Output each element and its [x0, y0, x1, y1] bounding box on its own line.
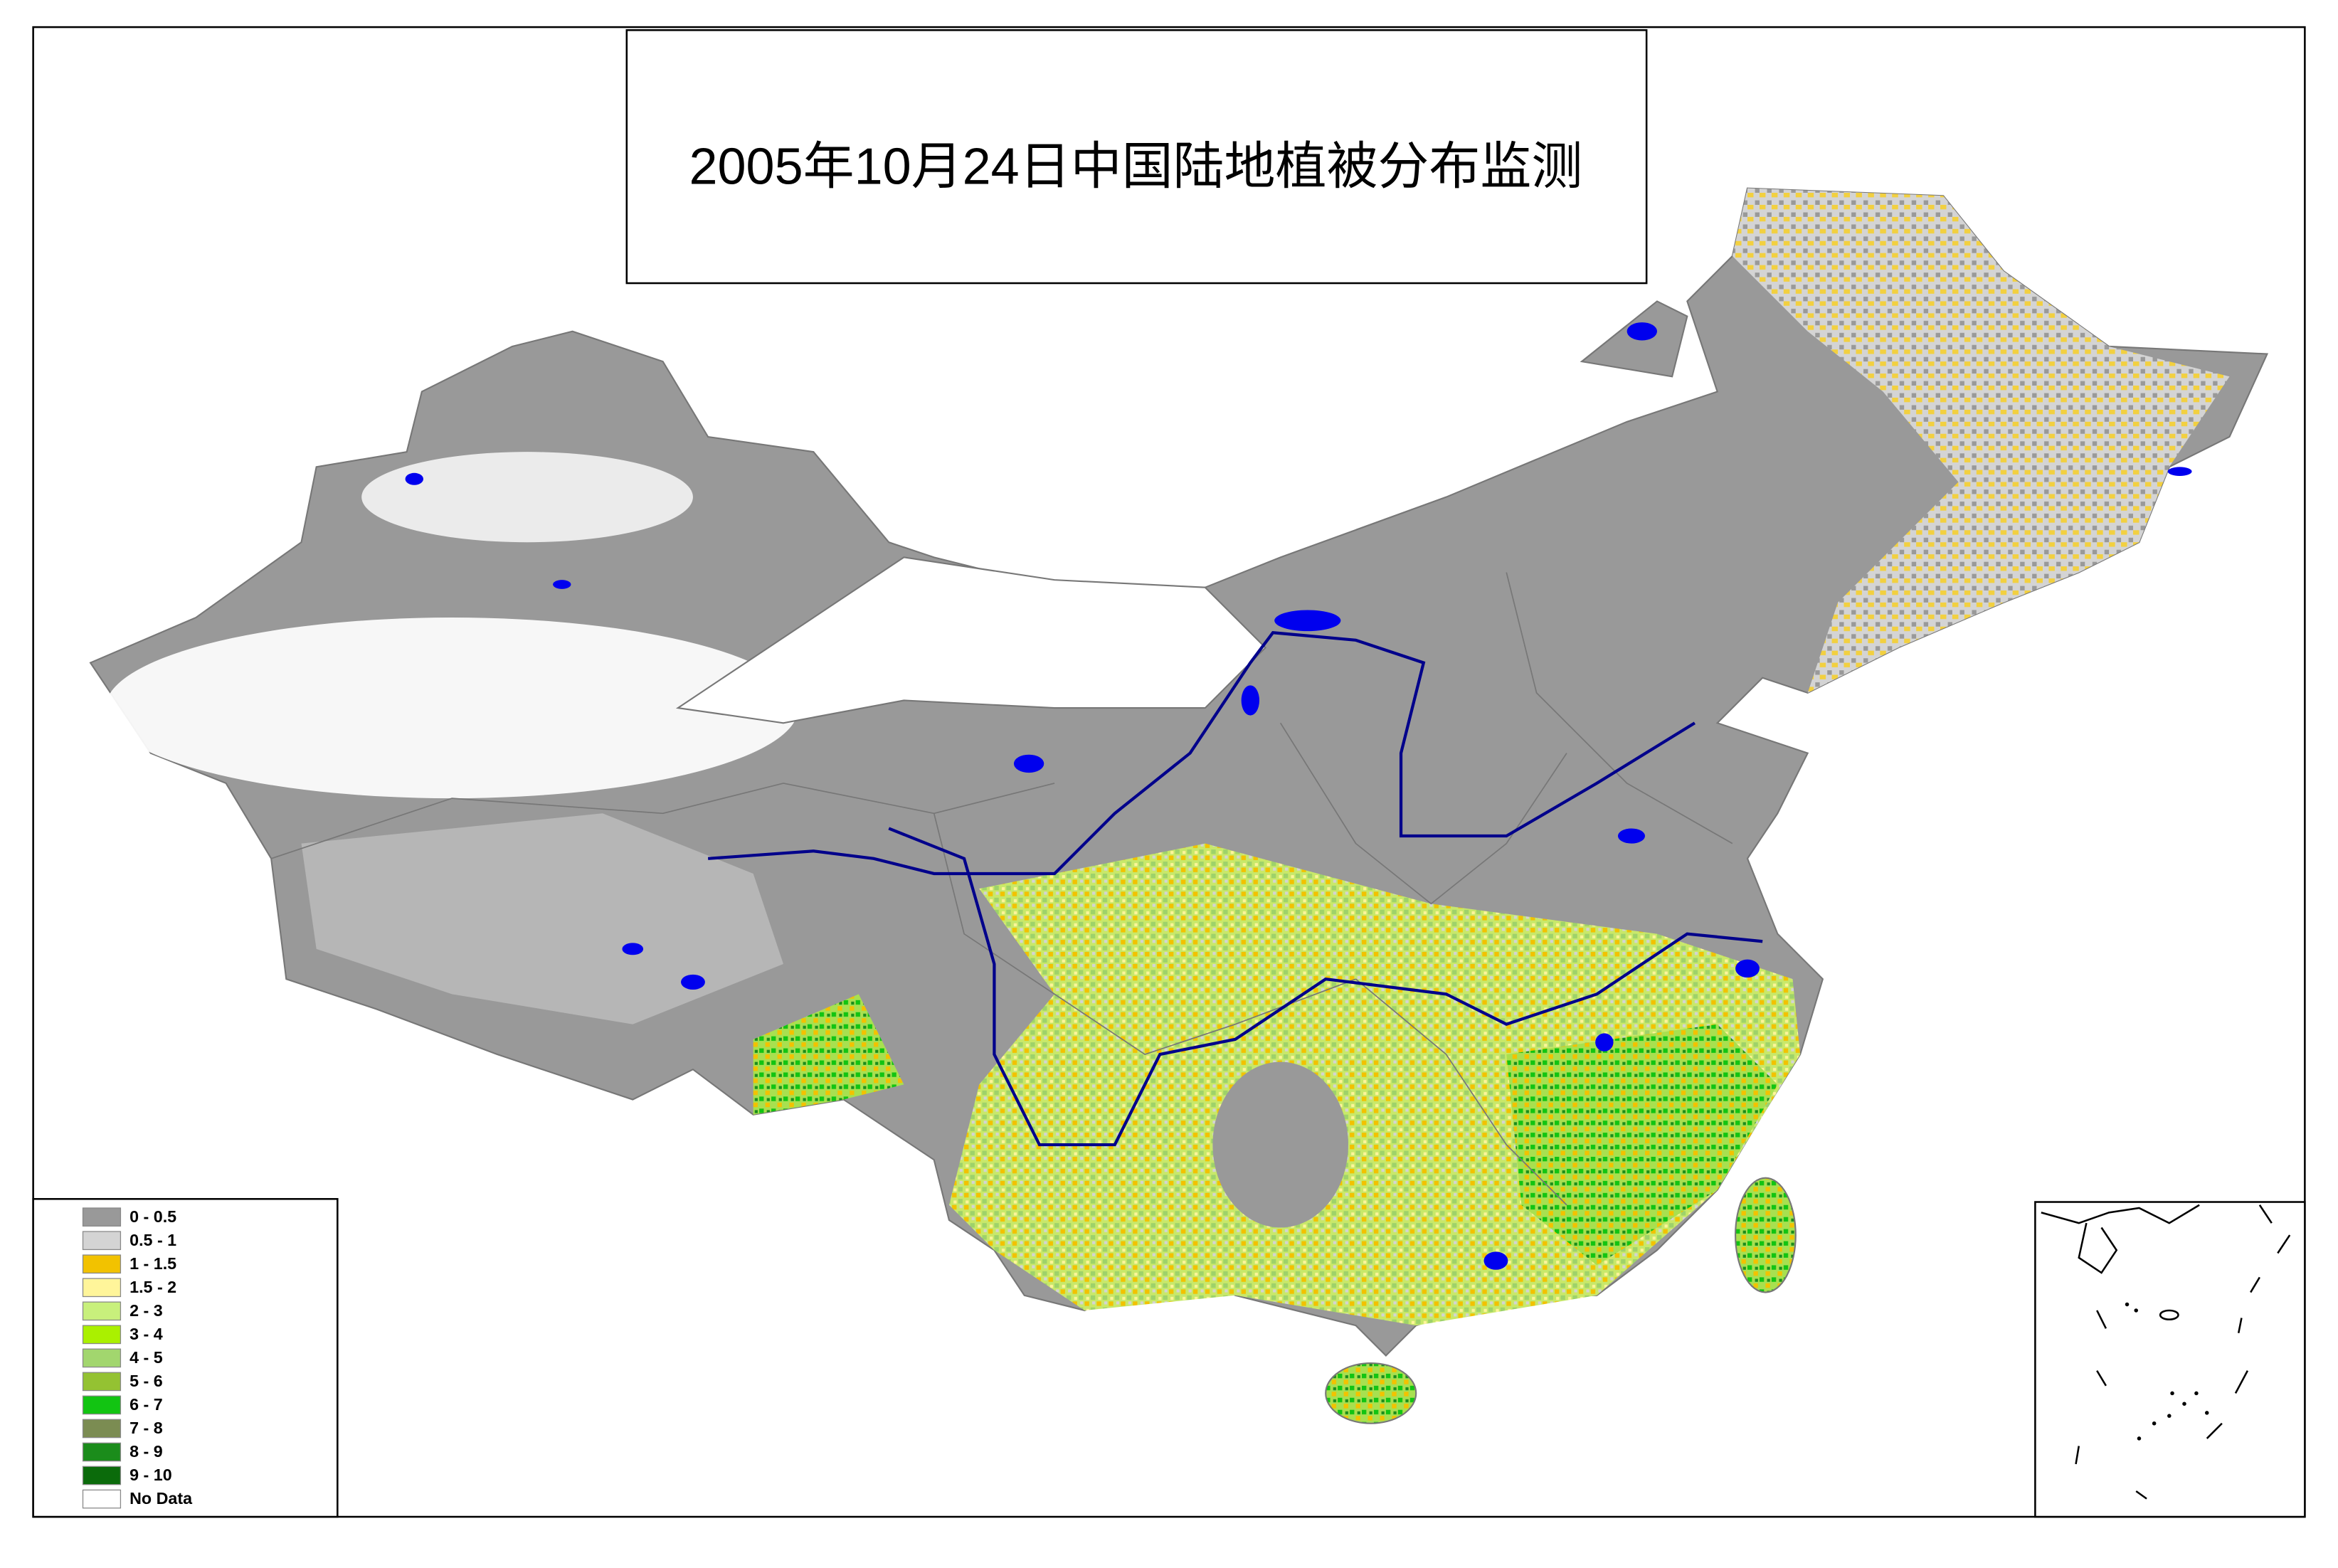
legend-swatch — [82, 1489, 122, 1509]
legend-swatch — [82, 1372, 122, 1392]
legend-label: 1.5 - 2 — [129, 1278, 176, 1296]
south-china-sea-inset — [2041, 1204, 2291, 1500]
legend-swatch — [82, 1231, 122, 1251]
legend-label: 0.5 - 1 — [129, 1231, 176, 1249]
china-map — [89, 187, 2269, 1424]
rivers — [707, 631, 1763, 1147]
legend-label: 8 - 9 — [129, 1442, 163, 1461]
desert — [361, 452, 693, 543]
no-data-region — [675, 556, 1266, 724]
legend-swatch — [82, 1207, 122, 1227]
southeast-vegetation — [1506, 1024, 1778, 1266]
legend-label: 7 - 8 — [129, 1419, 163, 1437]
legend: 0 - 0.5 0.5 - 1 1 - 1.5 1.5 - 2 2 - 3 3 - 4 4 … — [82, 1207, 193, 1509]
legend-label: 0 - 0.5 — [129, 1207, 176, 1226]
legend-swatch — [82, 1278, 122, 1298]
title-box — [625, 29, 1648, 285]
legend-swatch — [82, 1419, 122, 1439]
islands — [2125, 1302, 2209, 1441]
map-title: 2005年10月24日中国陆地植被分布监测 — [689, 138, 1583, 195]
province-borders — [270, 572, 1733, 1206]
hainan — [1325, 1362, 1417, 1424]
legend-label: 3 - 4 — [129, 1325, 163, 1343]
legend-swatch — [82, 1395, 122, 1415]
inset-box — [2034, 1201, 2306, 1518]
legend-label: 9 - 10 — [129, 1466, 172, 1484]
legend-swatch — [82, 1466, 122, 1485]
legend-box — [32, 1198, 339, 1518]
legend-label: 1 - 1.5 — [129, 1254, 176, 1273]
northeast-vegetation — [1732, 188, 2230, 693]
lakes — [405, 322, 2192, 1270]
legend-label: 5 - 6 — [129, 1372, 163, 1390]
legend-swatch — [82, 1325, 122, 1345]
legend-label: 4 - 5 — [129, 1348, 163, 1367]
taiwan — [1735, 1177, 1797, 1293]
legend-label: No Data — [129, 1489, 193, 1508]
plateau — [301, 813, 783, 1024]
legend-swatch — [82, 1301, 122, 1321]
legend-swatch — [82, 1254, 122, 1274]
legend-swatch — [82, 1348, 122, 1368]
desert — [105, 618, 799, 799]
tibet-vegetation — [753, 994, 904, 1115]
legend-label: 2 - 3 — [129, 1301, 163, 1320]
legend-swatch — [82, 1442, 122, 1462]
legend-label: 6 - 7 — [129, 1395, 163, 1414]
low-vegetation — [1212, 1061, 1348, 1228]
